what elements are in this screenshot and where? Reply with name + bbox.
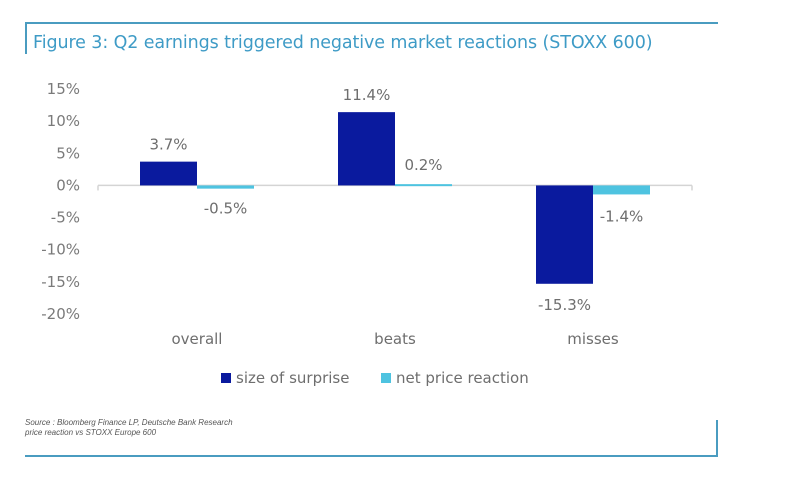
- data-label: 11.4%: [343, 86, 391, 104]
- legend: size of surprise net price reaction: [221, 369, 529, 387]
- bar-net-price-reaction-overall: [197, 185, 254, 189]
- y-tick-label: -10%: [41, 241, 80, 259]
- bar-net-price-reaction-beats: [395, 184, 452, 187]
- y-axis: 15% 10% 5% 0% -5% -10% -15% -20%: [41, 80, 80, 323]
- bar-net-price-reaction-misses: [593, 185, 650, 195]
- category-labels: overall beats misses: [172, 330, 619, 348]
- figure-right-border: [716, 420, 718, 457]
- source-line: Source : Bloomberg Finance LP, Deutsche …: [25, 418, 233, 427]
- bar-size-of-surprise-beats: [338, 112, 395, 186]
- data-labels: 3.7% -0.5% 11.4% 0.2% -15.3% -1.4%: [149, 86, 643, 314]
- y-tick-label: -20%: [41, 305, 80, 323]
- y-tick-label: 15%: [47, 80, 80, 98]
- legend-swatch-net-price-reaction: [381, 373, 391, 383]
- source-note: Source : Bloomberg Finance LP, Deutsche …: [25, 418, 233, 438]
- bar-size-of-surprise-misses: [536, 185, 593, 284]
- y-tick-label: 0%: [56, 176, 80, 194]
- data-label: -0.5%: [204, 199, 248, 217]
- bar-size-of-surprise-overall: [140, 161, 197, 186]
- y-tick-label: -5%: [51, 209, 80, 227]
- x-category-label: misses: [567, 330, 619, 348]
- figure-left-border: [25, 22, 27, 54]
- y-tick-label: 5%: [56, 144, 80, 162]
- data-label: -1.4%: [600, 207, 644, 225]
- figure-top-border: [25, 22, 718, 24]
- data-label: 3.7%: [149, 136, 187, 154]
- data-label: 0.2%: [404, 156, 442, 174]
- legend-label: net price reaction: [396, 369, 529, 387]
- legend-swatch-size-of-surprise: [221, 373, 231, 383]
- legend-label: size of surprise: [236, 369, 349, 387]
- bars: [140, 112, 650, 284]
- figure-title: Figure 3: Q2 earnings triggered negative…: [33, 33, 653, 53]
- figure-bottom-border: [25, 455, 718, 457]
- data-label: -15.3%: [538, 296, 591, 314]
- x-category-label: overall: [172, 330, 223, 348]
- x-category-label: beats: [374, 330, 416, 348]
- source-subline: price reaction vs STOXX Europe 600: [25, 428, 157, 437]
- y-tick-label: 10%: [47, 112, 80, 130]
- y-tick-label: -15%: [41, 273, 80, 291]
